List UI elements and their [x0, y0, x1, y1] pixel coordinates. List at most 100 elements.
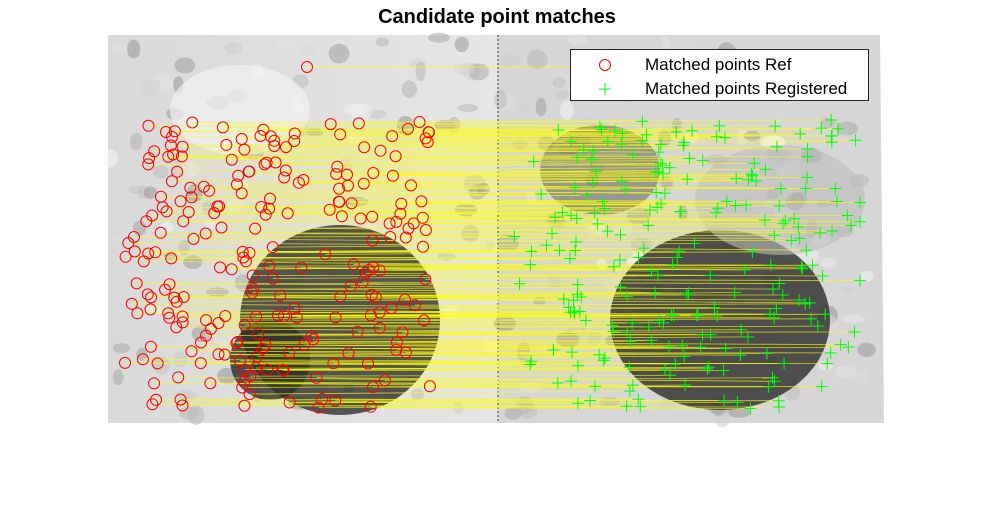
ref-point-marker: [261, 363, 274, 376]
ref-point-marker: [263, 202, 276, 215]
ref-point-marker: [374, 144, 387, 157]
ref-point-marker: [316, 393, 329, 405]
ref-point-marker: [165, 252, 178, 265]
registered-point-marker: [708, 301, 721, 314]
ref-point-marker: [231, 336, 244, 348]
ref-point-marker: [230, 337, 243, 350]
ref-point-marker: [422, 126, 435, 139]
match-line: [264, 163, 663, 166]
registered-point-marker: [821, 357, 834, 370]
match-line: [272, 243, 695, 248]
registered-point-marker: [649, 286, 662, 299]
ref-point-marker: [356, 276, 369, 289]
ref-point-marker: [242, 165, 255, 178]
registered-point-marker: [601, 225, 614, 238]
registered-point-marker: [614, 281, 627, 293]
ref-point-marker: [367, 381, 379, 394]
ref-point-marker: [319, 248, 332, 261]
registered-point-marker: [773, 199, 786, 212]
registered-point-marker: [681, 173, 694, 186]
match-line: [148, 250, 576, 254]
registered-point-marker: [669, 358, 682, 371]
match-line: [413, 222, 852, 226]
ref-point-marker: [281, 207, 294, 220]
registered-point-marker: [593, 348, 606, 361]
registered-point-marker: [652, 146, 665, 159]
ref-point-marker: [259, 208, 272, 221]
ref-point-marker: [185, 191, 198, 204]
registered-point-marker: [777, 217, 789, 230]
ref-point-marker: [186, 116, 199, 129]
ref-point-marker: [386, 130, 399, 143]
registered-point-marker: [557, 293, 570, 305]
registered-point-marker: [615, 175, 628, 188]
registered-point-marker: [806, 259, 819, 272]
registered-point-marker: [573, 305, 586, 318]
match-line: [380, 146, 777, 152]
ref-point-marker: [162, 307, 175, 320]
registered-point-marker: [854, 196, 866, 209]
registered-point-marker: [601, 135, 614, 148]
ref-point-marker: [187, 232, 200, 245]
registered-point-marker: [585, 153, 598, 166]
ref-point-marker: [351, 325, 364, 338]
ref-point-marker: [276, 364, 289, 376]
registered-point-marker: [740, 199, 753, 212]
registered-point-marker: [845, 219, 858, 232]
match-line: [325, 251, 753, 255]
registered-point-marker: [773, 277, 786, 290]
ref-point-marker: [399, 346, 412, 359]
registered-point-marker: [658, 187, 671, 200]
ref-point-marker: [333, 182, 346, 195]
match-line: [238, 173, 664, 177]
registered-point-marker: [643, 204, 656, 217]
ref-point-marker: [386, 169, 399, 182]
legend[interactable]: Matched points Ref Matched points Regist…: [570, 49, 869, 101]
ref-point-marker: [290, 311, 303, 324]
registered-point-marker: [710, 130, 723, 143]
ref-point-marker: [419, 273, 432, 286]
registered-point-marker: [670, 125, 683, 138]
registered-point-marker: [626, 148, 639, 161]
ref-point-marker: [373, 264, 386, 277]
registered-point-marker: [562, 301, 575, 314]
ref-point-marker: [259, 339, 272, 352]
match-line: [362, 281, 780, 284]
match-line: [364, 146, 808, 150]
registered-point-marker: [794, 127, 807, 140]
registered-point-marker: [766, 371, 779, 384]
registered-point-marker: [750, 175, 763, 187]
match-line: [253, 288, 656, 293]
match-line: [143, 261, 531, 266]
match-line: [274, 137, 726, 142]
match-line: [237, 339, 652, 343]
match-line: [244, 381, 633, 386]
ref-point-marker: [142, 119, 155, 132]
registered-point-marker: [671, 251, 684, 264]
ref-point-marker: [305, 329, 318, 342]
ref-point-marker: [334, 128, 347, 141]
registered-point-marker: [719, 131, 731, 144]
match-line: [170, 141, 572, 146]
registered-point-marker: [615, 138, 628, 151]
registered-point-marker: [826, 225, 838, 237]
registered-point-marker: [524, 358, 537, 371]
ref-point-marker: [257, 123, 270, 136]
ref-point-marker: [160, 126, 172, 138]
registered-point-marker: [649, 166, 662, 179]
match-line: [165, 129, 602, 133]
match-line: [357, 329, 742, 333]
registered-point-marker: [606, 319, 619, 332]
registered-point-marker: [709, 206, 722, 219]
registered-point-marker: [832, 122, 845, 135]
match-line: [339, 201, 747, 206]
registered-point-marker: [673, 245, 686, 258]
ref-point-marker: [156, 201, 169, 214]
match-line: [181, 154, 633, 157]
registered-point-marker: [848, 326, 861, 338]
registered-point-marker: [642, 320, 655, 333]
registered-point-marker: [508, 230, 521, 243]
registered-point-marker: [735, 323, 748, 336]
registered-point-marker: [654, 138, 667, 151]
